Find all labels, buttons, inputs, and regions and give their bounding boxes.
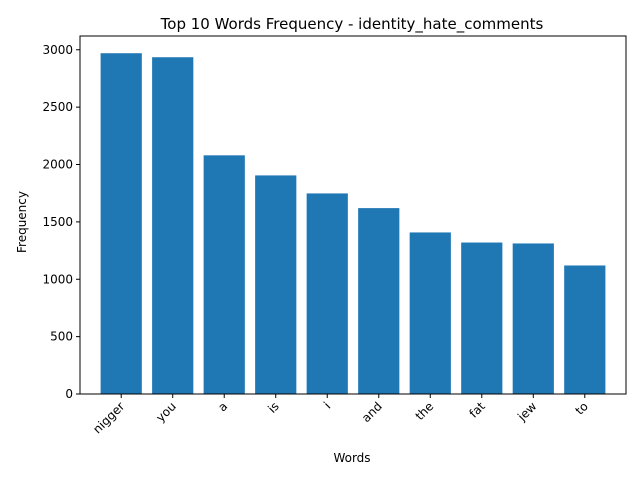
bar-fat <box>461 242 503 394</box>
plot-frame <box>79 35 627 395</box>
y-tick-label: 1500 <box>42 215 73 229</box>
chart-title: Top 10 Words Frequency - identity_hate_c… <box>160 15 544 34</box>
y-tick-label: 0 <box>65 387 73 401</box>
bar-and <box>358 208 400 394</box>
x-tick-label: a <box>215 399 230 414</box>
bar-to <box>564 265 606 394</box>
x-tick-label: to <box>572 399 590 417</box>
y-tick-label: 3000 <box>42 43 73 57</box>
x-axis-label: Words <box>333 451 370 465</box>
y-axis-label: Frequency <box>15 191 29 253</box>
bar-is <box>255 175 297 394</box>
x-tick-label: you <box>153 399 179 425</box>
bar-the <box>409 232 451 394</box>
bar-jew <box>512 243 554 394</box>
y-tick-label: 500 <box>50 330 73 344</box>
y-tick-label: 2500 <box>42 100 73 114</box>
x-tick-label: nigger <box>90 399 127 436</box>
bar-you <box>152 57 194 394</box>
y-tick-label: 1000 <box>42 272 73 286</box>
bar-a <box>203 155 245 394</box>
y-tick-label: 2000 <box>42 158 73 172</box>
x-tick-label: jew <box>514 399 539 424</box>
bar-i <box>306 193 348 394</box>
x-tick-label: i <box>321 399 333 411</box>
x-axis: nigger you a is i and the fat jew to <box>90 394 591 436</box>
bar-nigger <box>100 53 142 394</box>
x-tick-label: and <box>359 399 385 425</box>
x-tick-label: is <box>265 399 282 416</box>
y-axis: 0 500 1000 1500 2000 2500 3000 <box>42 43 80 401</box>
x-tick-label: the <box>413 399 437 423</box>
x-tick-label: fat <box>466 399 488 421</box>
bars-group <box>100 53 606 394</box>
